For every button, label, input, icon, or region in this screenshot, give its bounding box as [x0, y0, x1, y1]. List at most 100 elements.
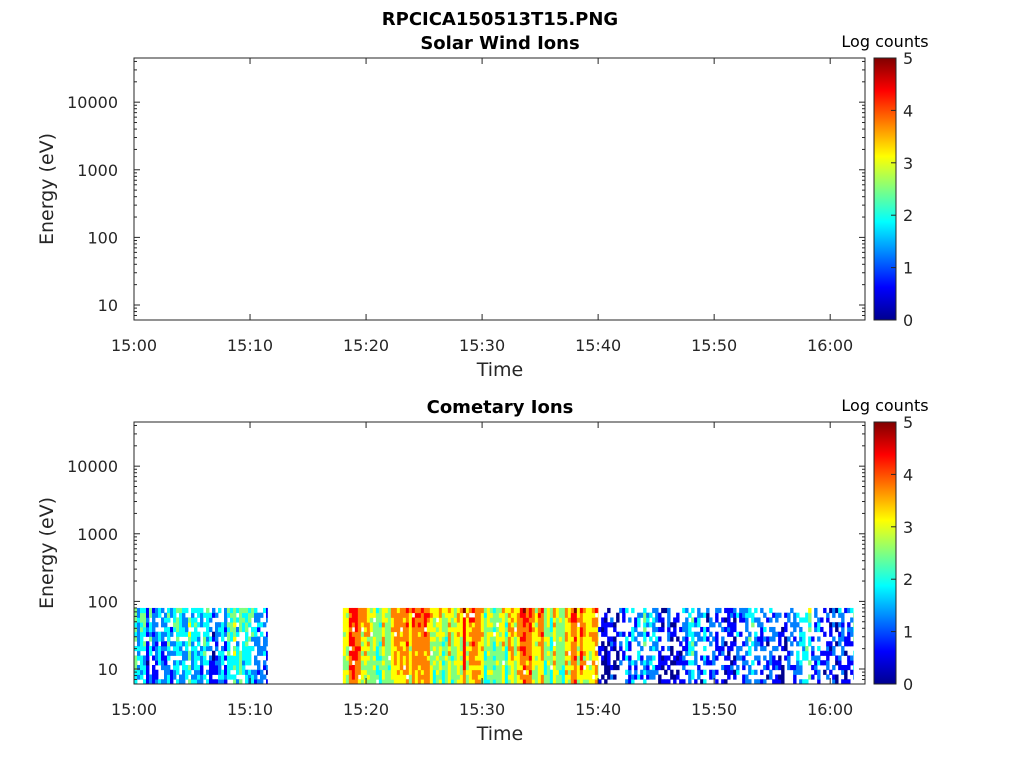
heatmap-cell [414, 664, 419, 671]
heatmap-cell [724, 664, 728, 671]
heatmap-cell [775, 645, 779, 652]
heatmap-cell [691, 622, 695, 628]
heatmap-cell [140, 660, 144, 666]
heatmap-cell [233, 631, 237, 637]
heatmap-cell [555, 607, 560, 614]
heatmap-cell [712, 669, 716, 675]
heatmap-cell [625, 645, 629, 652]
heatmap-cell [390, 664, 395, 671]
heatmap-cell [363, 607, 368, 614]
heatmap-cell [390, 679, 395, 685]
heatmap-cell [688, 631, 692, 637]
heatmap-cell [468, 631, 473, 637]
heatmap-cell [447, 641, 452, 647]
heatmap-cell [757, 636, 761, 642]
heatmap-cell [429, 636, 434, 642]
heatmap-cell [814, 626, 818, 633]
heatmap-cell [426, 617, 431, 623]
heatmap-cell [670, 669, 674, 675]
heatmap-cell [266, 641, 268, 647]
heatmap-cell [709, 669, 713, 675]
heatmap-cell [230, 655, 234, 661]
heatmap-cell [745, 674, 749, 680]
heatmap-cell [528, 669, 533, 675]
heatmap-cell [158, 660, 162, 666]
heatmap-cell [263, 607, 267, 614]
heatmap-cell [149, 645, 153, 652]
heatmap-cell [570, 636, 575, 642]
heatmap-cell [643, 669, 647, 675]
heatmap-cell [625, 669, 629, 675]
heatmap-cell [537, 612, 542, 618]
heatmap-cell [384, 645, 389, 652]
heatmap-cell [679, 626, 683, 633]
heatmap-cell [227, 650, 231, 656]
heatmap-cell [480, 664, 485, 671]
heatmap-cell [853, 664, 854, 671]
heatmap-cell [441, 612, 446, 618]
heatmap-cell [399, 664, 404, 671]
heatmap-cell [456, 664, 461, 671]
heatmap-cell [444, 617, 449, 623]
heatmap-cell [552, 679, 557, 685]
heatmap-cell [582, 641, 587, 647]
heatmap-cell [733, 655, 737, 661]
heatmap-cell [850, 617, 854, 623]
heatmap-cell [826, 645, 830, 652]
heatmap-cell [766, 636, 770, 642]
heatmap-cell [516, 660, 521, 666]
heatmap-cell [507, 669, 512, 675]
heatmap-cell [173, 622, 177, 628]
heatmap-cell [531, 674, 536, 680]
heatmap-cell [149, 679, 153, 685]
heatmap-cell [140, 645, 144, 652]
heatmap-cell [342, 645, 347, 652]
heatmap-cell [465, 612, 470, 618]
heatmap-cell [607, 674, 611, 680]
heatmap-cell [501, 674, 506, 680]
heatmap-cell [694, 631, 698, 637]
heatmap-cell [453, 636, 458, 642]
heatmap-cell [396, 650, 401, 656]
heatmap-cell [495, 645, 500, 652]
heatmap-cell [387, 674, 392, 680]
heatmap-cell [558, 645, 563, 652]
heatmap-cell [528, 664, 533, 671]
x-axis-label: Time [476, 359, 524, 381]
heatmap-cell [555, 641, 560, 647]
heatmap-cell [474, 674, 479, 680]
x-tick-label: 16:00 [807, 700, 853, 719]
heatmap-cell [233, 645, 237, 652]
heatmap-cell [435, 612, 440, 618]
heatmap-cell [212, 669, 216, 675]
heatmap-cell [501, 664, 506, 671]
heatmap-cell [610, 622, 614, 628]
heatmap-cell [462, 641, 467, 647]
heatmap-cell [435, 650, 440, 656]
heatmap-cell [429, 607, 434, 614]
heatmap-cell [453, 679, 458, 685]
heatmap-cell [661, 645, 665, 652]
heatmap-cell [808, 674, 812, 680]
heatmap-cell [793, 622, 797, 628]
heatmap-cell [727, 617, 731, 623]
heatmap-cell [137, 636, 141, 642]
heatmap-cell [781, 669, 785, 675]
heatmap-cell [628, 664, 632, 671]
heatmap-cell [242, 641, 246, 647]
heatmap-cell [601, 617, 605, 623]
heatmap-cell [492, 641, 497, 647]
heatmap-cell [519, 636, 524, 642]
heatmap-cell [787, 636, 791, 642]
heatmap-cell [179, 622, 183, 628]
heatmap-cell [652, 641, 656, 647]
heatmap-cell [194, 645, 198, 652]
heatmap-cell [369, 664, 374, 671]
heatmap-cell [471, 626, 476, 633]
heatmap-cell [399, 650, 404, 656]
heatmap-cell [414, 660, 419, 666]
heatmap-cell [146, 622, 150, 628]
heatmap-cell [375, 669, 380, 675]
heatmap-cell [378, 641, 383, 647]
